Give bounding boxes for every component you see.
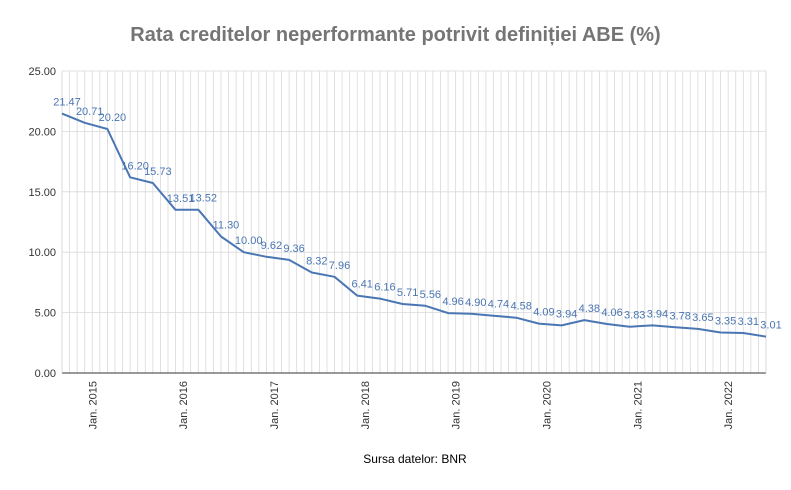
data-label: 4.90 bbox=[465, 297, 486, 309]
data-label: 3.35 bbox=[715, 316, 736, 328]
y-tick-label: 15.00 bbox=[28, 187, 56, 199]
data-label: 7.96 bbox=[329, 260, 350, 272]
data-label: 13.52 bbox=[189, 193, 217, 205]
data-label: 3.94 bbox=[647, 308, 668, 320]
data-label: 4.74 bbox=[488, 299, 509, 311]
x-axis: Jan. 2015 Jan. 2016 Jan. 2017 Jan. 2018 Jan.… bbox=[87, 381, 735, 429]
data-label: 21.47 bbox=[53, 97, 81, 109]
data-label: 5.56 bbox=[420, 289, 441, 301]
x-tick-label: Jan. 2021 bbox=[632, 381, 644, 429]
chart-title: Rata creditelor neperformante potrivit d… bbox=[130, 24, 661, 46]
x-tick-label: Jan. 2015 bbox=[87, 381, 99, 429]
series-line-layer bbox=[61, 112, 767, 338]
data-label: 4.96 bbox=[442, 296, 463, 308]
data-label: 9.36 bbox=[283, 243, 304, 255]
data-label: 9.62 bbox=[261, 240, 282, 252]
y-tick-label: 25.00 bbox=[28, 66, 56, 78]
data-label: 3.83 bbox=[624, 310, 645, 322]
x-tick-label: Jan. 2018 bbox=[360, 381, 372, 429]
data-label: 13.51 bbox=[167, 193, 195, 205]
data-label: 4.09 bbox=[533, 307, 554, 319]
grid-layer bbox=[61, 70, 767, 374]
series-line bbox=[61, 112, 767, 338]
data-label: 3.31 bbox=[738, 316, 759, 328]
data-label: 4.58 bbox=[510, 301, 531, 313]
data-label: 20.71 bbox=[76, 106, 104, 118]
x-tick-label: Jan. 2022 bbox=[723, 381, 735, 429]
y-tick-label: 0.00 bbox=[35, 368, 56, 380]
data-label: 10.00 bbox=[235, 235, 263, 247]
y-tick-label: 10.00 bbox=[28, 247, 56, 259]
data-label: 11.30 bbox=[213, 219, 240, 231]
x-tick-label: Jan. 2020 bbox=[541, 381, 553, 429]
data-label: 16.20 bbox=[121, 160, 149, 172]
data-label: 5.71 bbox=[397, 287, 418, 299]
data-label: 3.65 bbox=[692, 312, 713, 324]
x-tick-label: Jan. 2017 bbox=[269, 381, 281, 429]
y-axis: 0.00 5.00 10.00 15.00 20.00 25.00 bbox=[28, 66, 56, 380]
data-label: 4.06 bbox=[601, 307, 622, 319]
data-label: 15.73 bbox=[144, 166, 172, 178]
data-label: 4.38 bbox=[579, 303, 600, 315]
x-tick-label: Jan. 2019 bbox=[451, 381, 463, 429]
y-tick-label: 20.00 bbox=[28, 126, 56, 138]
y-tick-label: 5.00 bbox=[35, 308, 56, 320]
x-tick-label: Jan. 2016 bbox=[178, 381, 190, 429]
data-label: 6.16 bbox=[374, 282, 395, 294]
data-label: 6.41 bbox=[352, 279, 373, 291]
data-label: 3.94 bbox=[556, 308, 577, 320]
data-label: 3.01 bbox=[760, 320, 781, 332]
data-label: 3.78 bbox=[669, 310, 690, 322]
data-label: 8.32 bbox=[306, 255, 327, 267]
data-label: 20.20 bbox=[99, 112, 127, 124]
source-note: Sursa datelor: BNR bbox=[363, 452, 467, 466]
